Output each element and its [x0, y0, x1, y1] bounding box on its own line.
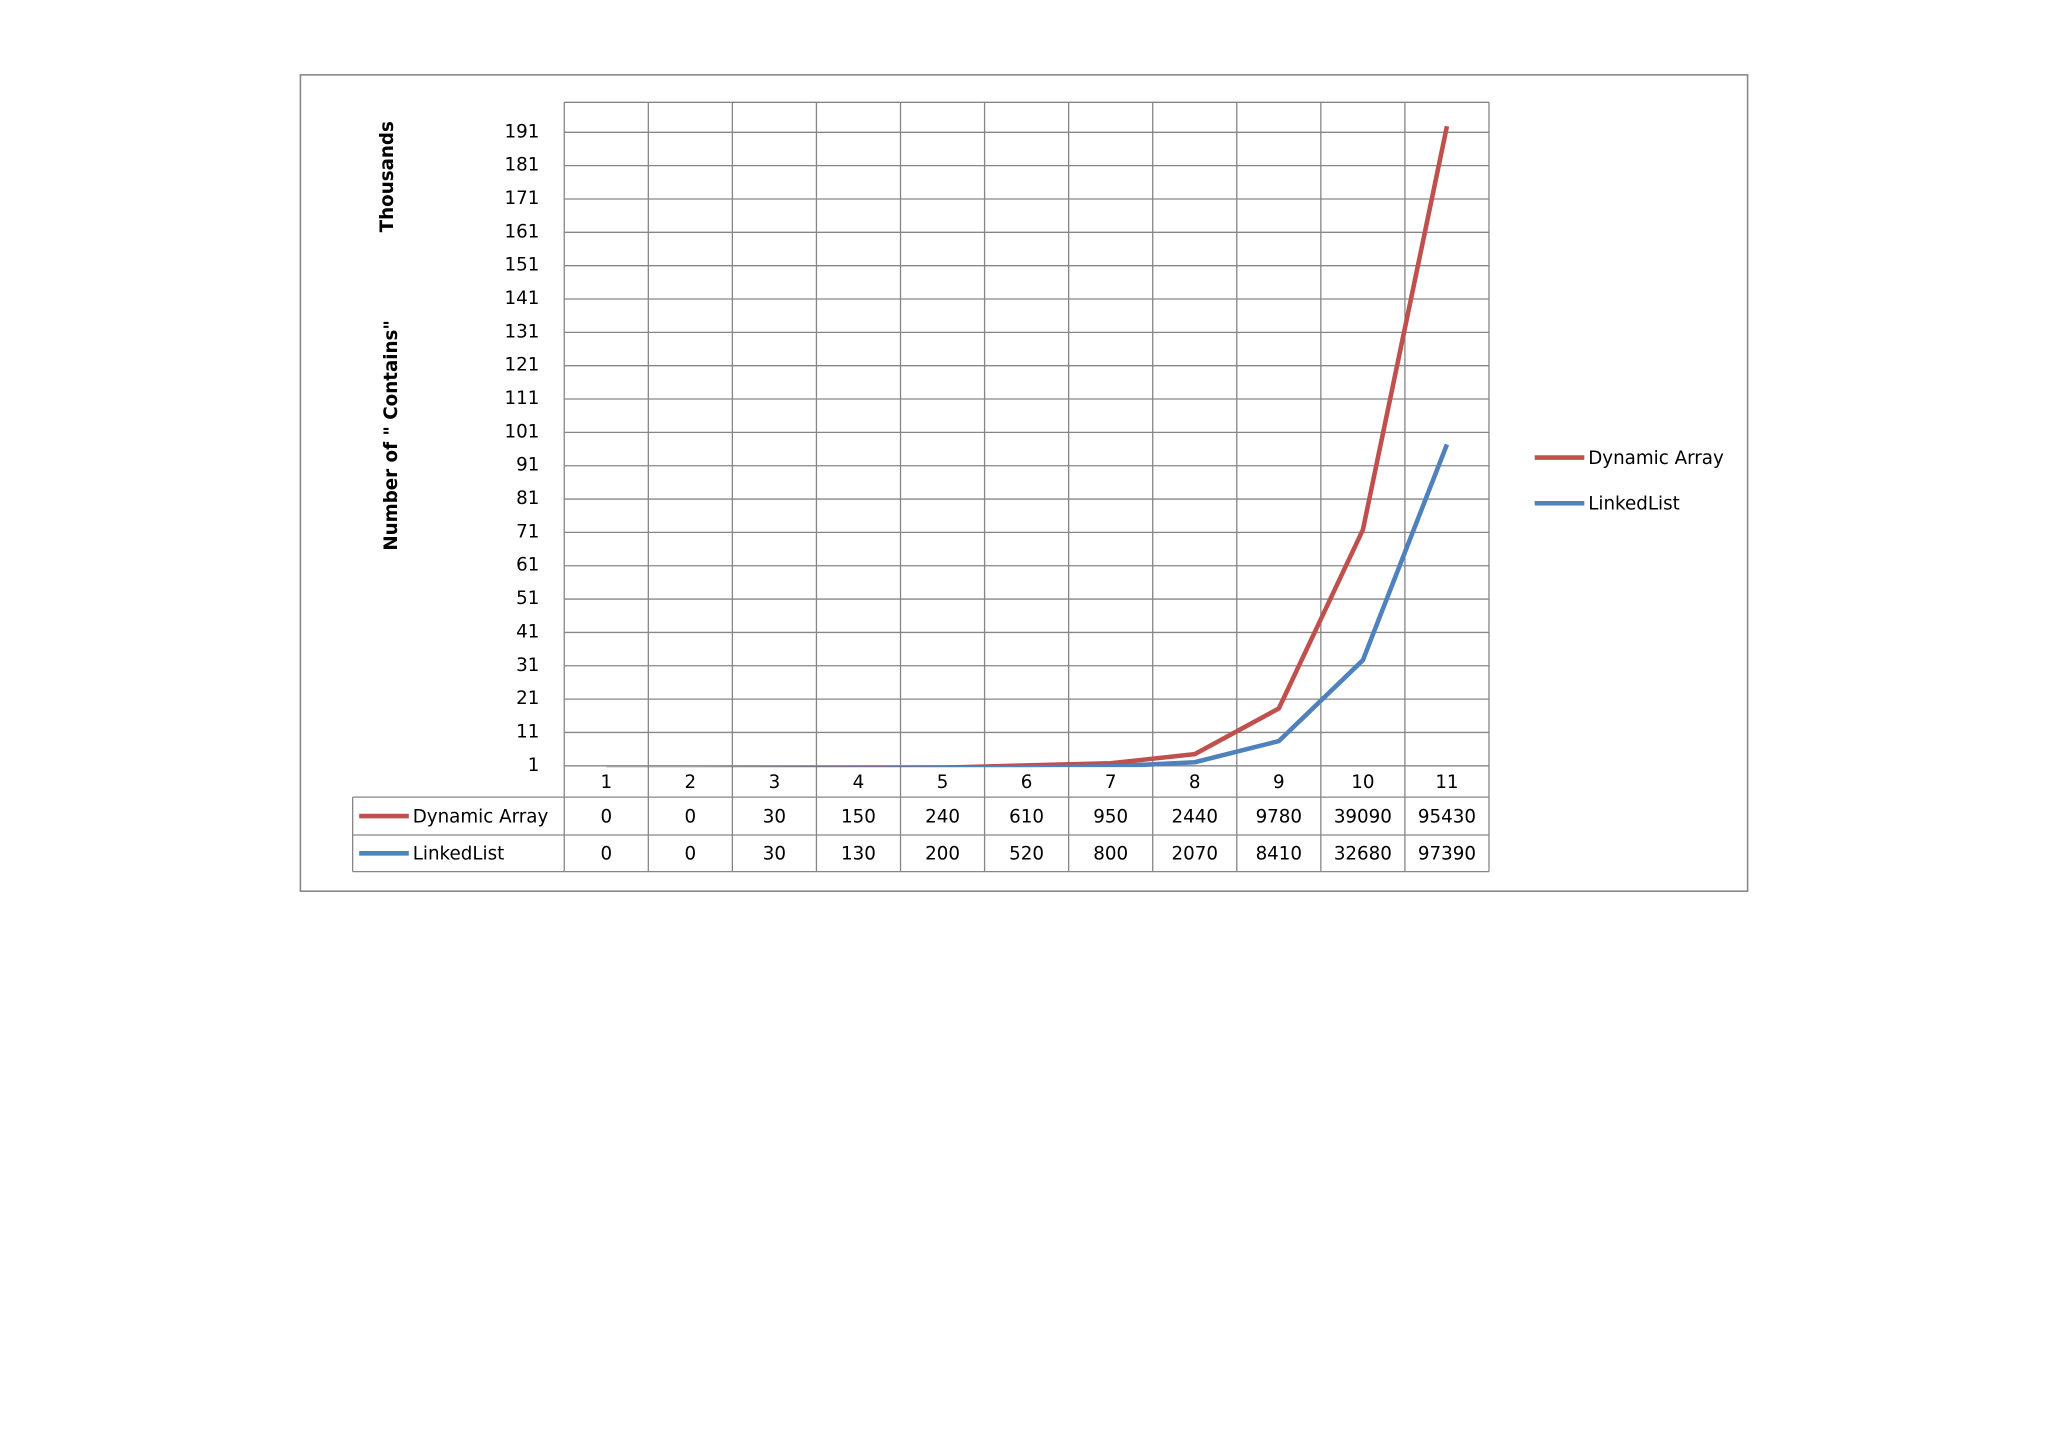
series-line: [606, 443, 1450, 768]
table-value: 150: [841, 806, 876, 827]
y-tick-label: 21: [516, 688, 539, 709]
x-tick-label: 11: [1435, 772, 1458, 793]
y-tick-label: 131: [505, 321, 540, 342]
y-tick-label: 11: [516, 721, 539, 742]
legend-label: Dynamic Array: [1588, 448, 1724, 469]
y-tick-label: 51: [516, 588, 539, 609]
y-tick-label: 81: [516, 488, 539, 509]
y-tick-label: 71: [516, 521, 539, 542]
x-tick-label: 7: [1105, 772, 1117, 793]
table-value: 95430: [1418, 806, 1476, 827]
table-value: 240: [925, 806, 960, 827]
y-tick-label: 1: [528, 755, 540, 776]
y-tick-label: 161: [505, 221, 540, 242]
y-tick-label: 151: [505, 255, 540, 276]
table-value: 800: [1093, 844, 1128, 865]
x-tick-label: 1: [600, 772, 612, 793]
table-value: 2070: [1171, 844, 1218, 865]
y-tick-label: 41: [516, 621, 539, 642]
table-value: 2440: [1171, 806, 1218, 827]
table-series-name: LinkedList: [413, 844, 505, 865]
y-tick-label: 191: [505, 121, 540, 142]
table-value: 520: [1009, 844, 1044, 865]
table-value: 610: [1009, 806, 1044, 827]
table-value: 32680: [1334, 844, 1392, 865]
y-tick-label: 101: [505, 421, 540, 442]
y-tick-label: 181: [505, 155, 540, 176]
y-tick-label: 91: [516, 455, 539, 476]
table-series-name: Dynamic Array: [413, 806, 549, 827]
x-tick-label: 5: [937, 772, 949, 793]
table-value: 0: [685, 844, 697, 865]
y-tick-label: 141: [505, 288, 540, 309]
table-value: 8410: [1256, 844, 1303, 865]
table-value: 950: [1093, 806, 1128, 827]
x-tick-label: 6: [1021, 772, 1033, 793]
x-tick-label: 8: [1189, 772, 1201, 793]
chart-frame: [299, 74, 1749, 892]
y-tick-label: 171: [505, 188, 540, 209]
x-tick-label: 10: [1351, 772, 1374, 793]
x-tick-label: 4: [853, 772, 865, 793]
y-tick-label: 111: [505, 388, 540, 409]
y-tick-label: 31: [516, 655, 539, 676]
table-value: 39090: [1334, 806, 1392, 827]
table-value: 0: [600, 844, 612, 865]
y-axis-title: Number of " Contains": [381, 320, 402, 551]
y-tick-label: 121: [505, 355, 540, 376]
y-tick-label: 61: [516, 555, 539, 576]
table-value: 9780: [1256, 806, 1303, 827]
table-value: 30: [763, 806, 786, 827]
series-group: [606, 125, 1450, 768]
table-value: 0: [600, 806, 612, 827]
x-tick-label: 2: [685, 772, 697, 793]
display-unit-label: Thousands: [377, 121, 398, 232]
table-value: 200: [925, 844, 960, 865]
legend-label: LinkedList: [1588, 494, 1680, 515]
table-value: 30: [763, 844, 786, 865]
x-tick-label: 9: [1273, 772, 1285, 793]
table-value: 0: [685, 806, 697, 827]
table-value: 97390: [1418, 844, 1476, 865]
table-value: 130: [841, 844, 876, 865]
x-tick-label: 3: [769, 772, 781, 793]
